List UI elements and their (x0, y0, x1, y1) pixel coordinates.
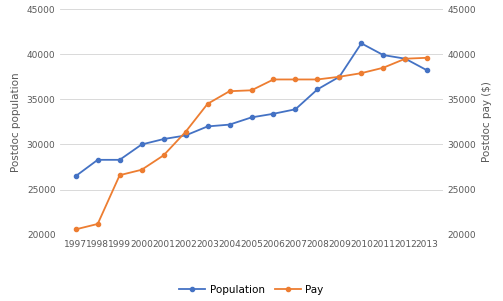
Line: Population: Population (73, 41, 430, 178)
Pay (73, 228, 79, 231)
Pay (226, 89, 232, 93)
Pay (160, 154, 166, 157)
Population (183, 134, 189, 137)
Population (226, 123, 232, 126)
Pay (292, 78, 298, 81)
Population (248, 116, 255, 119)
Population (73, 174, 79, 178)
Population (271, 112, 277, 116)
Population (139, 143, 145, 146)
Population (380, 53, 386, 57)
Y-axis label: Postdoc pay ($): Postdoc pay ($) (482, 82, 492, 162)
Population (95, 158, 101, 162)
Population (314, 88, 320, 91)
Population (292, 107, 298, 111)
Population (402, 57, 408, 61)
Y-axis label: Postdoc population: Postdoc population (11, 72, 21, 172)
Legend: Population, Pay: Population, Pay (175, 281, 328, 299)
Pay (358, 71, 364, 75)
Pay (183, 130, 189, 134)
Pay (248, 88, 255, 92)
Pay (95, 222, 101, 226)
Pay (314, 78, 320, 81)
Pay (402, 57, 408, 61)
Pay (117, 173, 123, 177)
Population (358, 42, 364, 45)
Pay (337, 75, 343, 79)
Pay (139, 168, 145, 172)
Population (117, 158, 123, 162)
Pay (205, 102, 211, 106)
Population (160, 137, 166, 141)
Pay (271, 78, 277, 81)
Population (424, 69, 430, 72)
Pay (424, 56, 430, 60)
Population (337, 75, 343, 79)
Population (205, 125, 211, 128)
Pay (380, 66, 386, 70)
Line: Pay: Pay (73, 56, 430, 231)
